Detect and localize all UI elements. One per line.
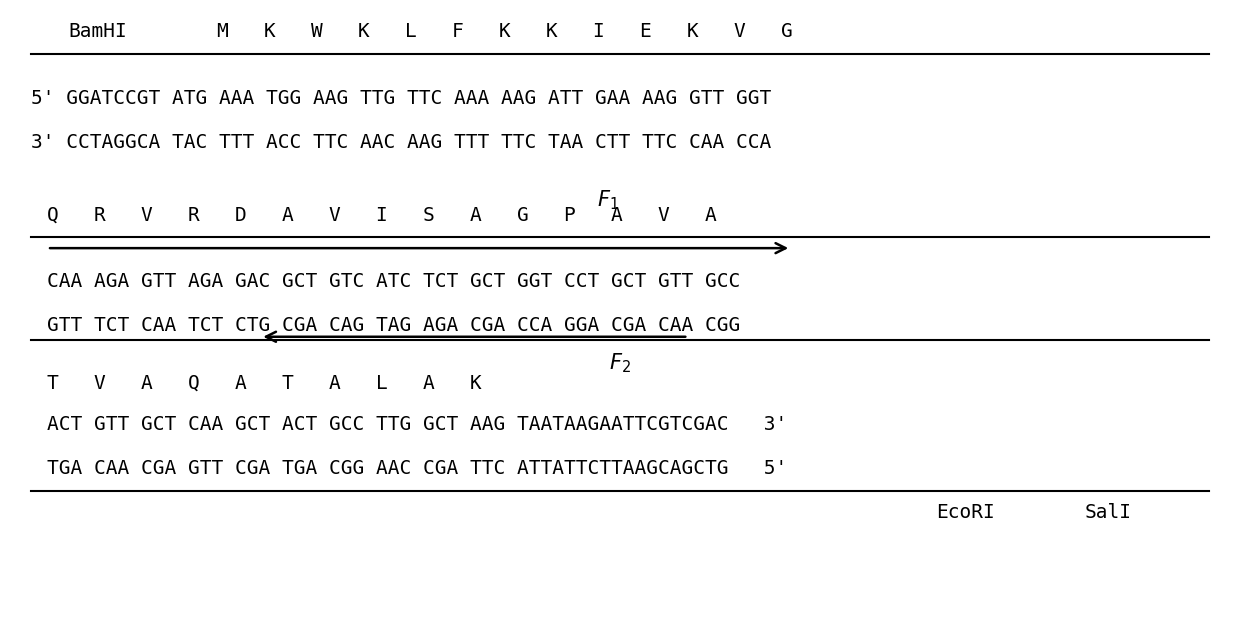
Text: BamHI: BamHI [68, 22, 126, 41]
Text: CAA AGA GTT AGA GAC GCT GTC ATC TCT GCT GGT CCT GCT GTT GCC: CAA AGA GTT AGA GAC GCT GTC ATC TCT GCT … [47, 272, 740, 291]
Text: TGA CAA CGA GTT CGA TGA CGG AAC CGA TTC ATTATTCTTAAGCAGCTG   5': TGA CAA CGA GTT CGA TGA CGG AAC CGA TTC … [47, 459, 787, 478]
Text: M   K   W   K   L   F   K   K   I   E   K   V   G: M K W K L F K K I E K V G [217, 22, 792, 41]
Text: 5' GGATCCGT ATG AAA TGG AAG TTG TTC AAA AAG ATT GAA AAG GTT GGT: 5' GGATCCGT ATG AAA TGG AAG TTG TTC AAA … [31, 89, 771, 108]
Text: T   V   A   Q   A   T   A   L   A   K: T V A Q A T A L A K [47, 373, 482, 392]
Text: $F_2$: $F_2$ [609, 351, 631, 375]
Text: ACT GTT GCT CAA GCT ACT GCC TTG GCT AAG TAATAAGAATTCGTCGAC   3': ACT GTT GCT CAA GCT ACT GCC TTG GCT AAG … [47, 415, 787, 434]
Text: Q   R   V   R   D   A   V   I   S   A   G   P   A   V   A: Q R V R D A V I S A G P A V A [47, 206, 717, 225]
Text: EcoRI: EcoRI [936, 503, 994, 522]
Text: GTT TCT CAA TCT CTG CGA CAG TAG AGA CGA CCA GGA CGA CAA CGG: GTT TCT CAA TCT CTG CGA CAG TAG AGA CGA … [47, 316, 740, 335]
Text: 3' CCTAGGCA TAC TTT ACC TTC AAC AAG TTT TTC TAA CTT TTC CAA CCA: 3' CCTAGGCA TAC TTT ACC TTC AAC AAG TTT … [31, 133, 771, 152]
Text: SalI: SalI [1085, 503, 1132, 522]
Text: $F_1$: $F_1$ [596, 189, 619, 212]
